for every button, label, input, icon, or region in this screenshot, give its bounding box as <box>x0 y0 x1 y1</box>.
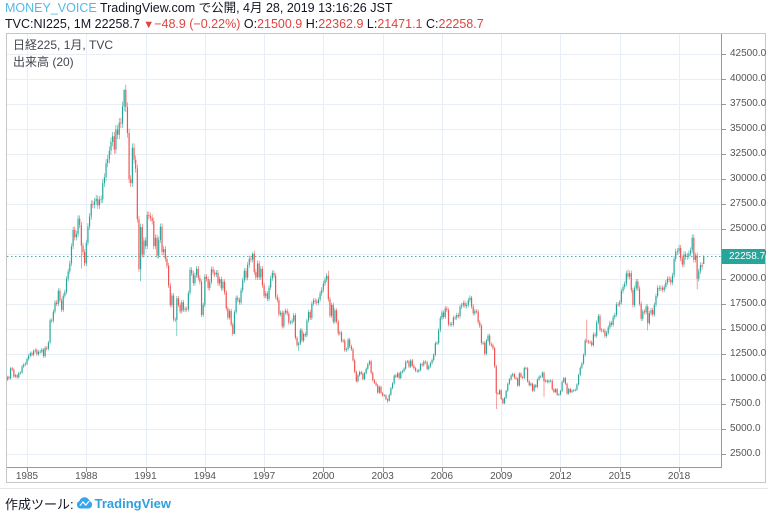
tradingview-brand-link[interactable]: TradingView <box>76 495 171 512</box>
down-arrow-icon: ▼ <box>143 18 155 31</box>
footer: 作成ツール: TradingView <box>0 488 768 514</box>
price-tick <box>722 329 726 330</box>
low-label: L: <box>366 16 378 31</box>
price-tick <box>722 404 726 405</box>
open-label: O: <box>243 16 258 31</box>
price-tick-label: 37500.0 <box>730 98 767 109</box>
axis-corner <box>722 468 765 483</box>
time-tick-label: 2009 <box>490 471 513 482</box>
close-label: C: <box>426 16 439 31</box>
price-tick-label: 40000.0 <box>730 73 767 84</box>
time-tick <box>323 468 324 472</box>
price-tick <box>722 104 726 105</box>
source-link[interactable]: MONEY_VOICE <box>5 1 97 15</box>
time-tick-label: 2012 <box>549 471 572 482</box>
time-tick-label: 1988 <box>75 471 98 482</box>
footer-label: 作成ツール: <box>5 497 74 512</box>
current-price-badge: 22258.7 <box>722 248 765 264</box>
price-tick-label: 20000.0 <box>730 273 767 284</box>
price-tick-label: 32500.0 <box>730 148 767 159</box>
price-tick <box>722 429 726 430</box>
price-tick-label: 30000.0 <box>730 173 767 184</box>
time-tick-label: 1991 <box>134 471 157 482</box>
price-tick <box>722 204 726 205</box>
time-tick <box>442 468 443 472</box>
open-value: 21500.9 <box>257 16 303 31</box>
price-tick <box>722 354 726 355</box>
price-tick <box>722 179 726 180</box>
price-tick-label: 10000.0 <box>730 373 767 384</box>
time-tick <box>679 468 680 472</box>
time-tick-label: 1997 <box>252 471 276 482</box>
time-tick-label: 1985 <box>15 471 39 482</box>
time-tick-label: 2018 <box>667 471 691 482</box>
close-value: 22258.7 <box>438 16 484 31</box>
price-tick-label: 42500.0 <box>730 48 767 59</box>
time-tick <box>383 468 384 472</box>
time-tick-label: 2000 <box>312 471 335 482</box>
price-tick <box>722 379 726 380</box>
time-tick-label: 2003 <box>371 471 394 482</box>
tradingview-logo-icon <box>76 495 93 512</box>
brand-text: TradingView <box>94 496 171 511</box>
price-tick-label: 27500.0 <box>730 198 767 209</box>
time-tick <box>86 468 87 472</box>
price-tick <box>722 129 726 130</box>
time-tick <box>146 468 147 472</box>
page-header: MONEY_VOICE TradingView.com で公開, 4月 28, … <box>5 1 765 33</box>
time-tick <box>205 468 206 472</box>
chart-legend: 日経225, 1月, TVC 出来高 (20) <box>13 37 113 71</box>
price-tick-label: 5000.0 <box>730 423 761 434</box>
time-tick-label: 1994 <box>193 471 216 482</box>
price-tick-label: 2500.0 <box>730 448 761 459</box>
price-change: −48.9 (−0.22%) <box>154 16 241 31</box>
price-tick-label: 35000.0 <box>730 123 767 134</box>
price-tick-label: 15000.0 <box>730 323 767 334</box>
time-tick <box>264 468 265 472</box>
price-tick-label: 12500.0 <box>730 348 767 359</box>
price-tick <box>722 454 726 455</box>
time-tick <box>620 468 621 472</box>
time-axis[interactable]: 1985 1988 1991 1994 1997 2000 2003 2006 2009 2012… <box>7 468 721 483</box>
time-tick <box>27 468 28 472</box>
time-tick-label: 2015 <box>608 471 631 482</box>
time-tick-label: 2006 <box>430 471 454 482</box>
price-tick <box>722 154 726 155</box>
publish-info: TradingView.com で公開, 4月 28, 2019 13:16:2… <box>99 1 393 15</box>
legend-volume: 出来高 (20) <box>13 55 74 69</box>
price-tick <box>722 279 726 280</box>
high-value: 22362.9 <box>318 16 364 31</box>
symbol-name: TVC:NI225, 1M <box>5 16 92 31</box>
price-tick-label: 17500.0 <box>730 298 767 309</box>
price-tick-label: 25000.0 <box>730 223 767 234</box>
time-tick <box>501 468 502 472</box>
price-axis[interactable]: 22258.7 42500.0 40000.0 37500.0 35000.0 3250… <box>722 34 767 467</box>
last-price: 22258.7 <box>94 16 140 31</box>
legend-symbol: 日経225, 1月, TVC <box>13 38 114 52</box>
low-value: 21471.1 <box>377 16 423 31</box>
price-tick <box>722 229 726 230</box>
time-tick <box>560 468 561 472</box>
price-tick <box>722 304 726 305</box>
high-label: H: <box>305 16 319 31</box>
price-tick <box>722 79 726 80</box>
quote-line: TVC:NI225, 1M 22258.7 ▼−48.9 (−0.22%) O:… <box>5 17 765 34</box>
chart-widget: 日経225, 1月, TVC 出来高 (20) 22258.7 42500.0 4… <box>6 33 766 483</box>
price-plot[interactable]: 日経225, 1月, TVC 出来高 (20) <box>7 34 722 468</box>
price-tick <box>722 54 726 55</box>
price-tick-label: 7500.0 <box>730 398 761 409</box>
